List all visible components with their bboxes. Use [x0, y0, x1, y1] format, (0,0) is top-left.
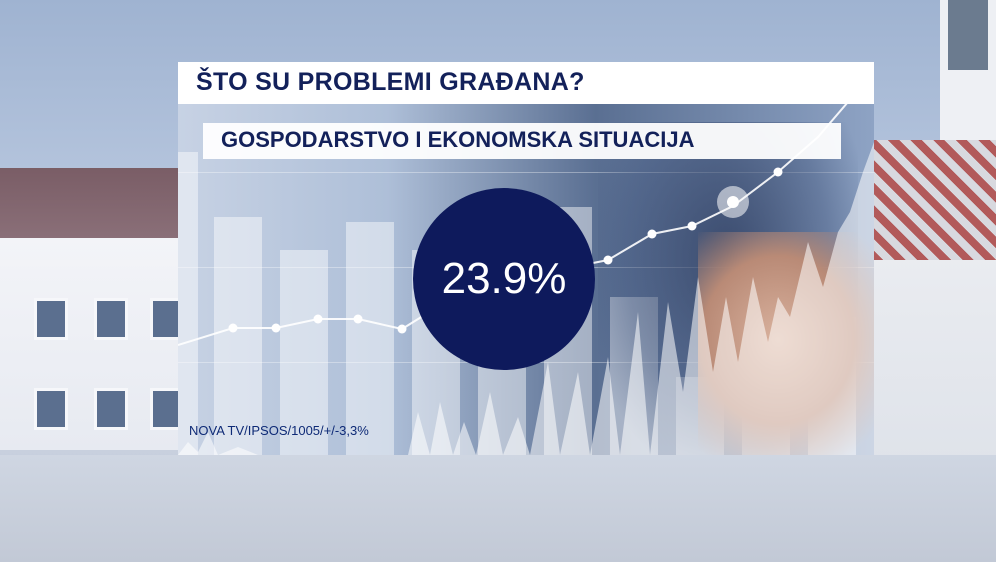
decorative-grid-line	[178, 172, 874, 173]
decorative-bar	[178, 152, 198, 455]
subtitle: GOSPODARSTVO I EKONOMSKA SITUACIJA	[221, 127, 695, 152]
decorative-bar	[280, 250, 328, 455]
decorative-bar	[346, 222, 394, 455]
background-building-roof	[0, 168, 200, 238]
source-note: NOVA TV/IPSOS/1005/+/-3,3%	[189, 423, 369, 438]
title-bar: ŠTO SU PROBLEMI GRAĐANA?	[178, 62, 874, 104]
value-circle: 23.9%	[413, 188, 595, 370]
building-window	[34, 388, 68, 430]
decorative-bar	[214, 217, 262, 455]
page-title: ŠTO SU PROBLEMI GRAĐANA?	[196, 68, 585, 96]
subtitle-box: GOSPODARSTVO I EKONOMSKA SITUACIJA	[203, 123, 841, 159]
building-window	[34, 298, 68, 340]
graphic-panel: GOSPODARSTVO I EKONOMSKA SITUACIJA 23.9%…	[178, 62, 874, 455]
background-church-tower-roof	[948, 0, 988, 70]
building-window	[94, 388, 128, 430]
value-label: 23.9%	[441, 254, 567, 303]
background-church-roof	[872, 140, 996, 260]
background-square	[0, 455, 996, 562]
building-window	[94, 298, 128, 340]
background-building-left	[0, 238, 200, 450]
